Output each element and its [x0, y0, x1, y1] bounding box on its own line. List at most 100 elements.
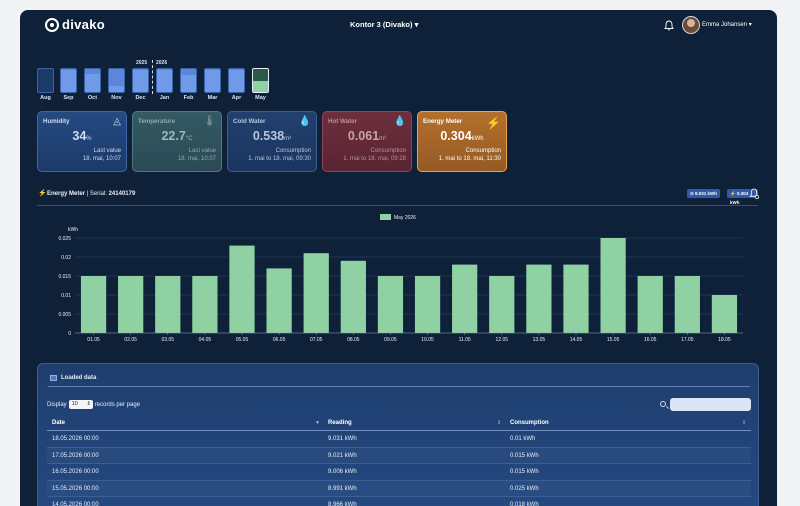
alert-settings-icon[interactable]: [749, 188, 759, 199]
table-cell: 0.025 kWh: [510, 485, 539, 492]
month-mar[interactable]: Mar: [204, 68, 223, 101]
month-oct[interactable]: Oct: [84, 68, 103, 101]
x-tick-label: 09.05: [384, 337, 397, 343]
card-title: Energy Meter: [423, 118, 463, 125]
water-drop-icon: 💧: [393, 116, 406, 127]
month-dec[interactable]: Dec: [132, 68, 151, 101]
data-table: Date ▼ Reading ⇕ Consumption ⇕ 18.05.202…: [47, 415, 751, 506]
table-cell: 0.018 kWh: [510, 502, 539, 506]
month-label: Jan: [159, 95, 170, 101]
column-consumption[interactable]: Consumption: [510, 420, 549, 426]
month-feb[interactable]: Feb: [180, 68, 199, 101]
table-row[interactable]: 14.05.2026 00:00 8.966 kWh 0.018 kWh: [47, 497, 751, 506]
humidity-card[interactable]: Humidity ◬ 34% Last value 18. mai, 10:07: [37, 111, 127, 172]
month-sep[interactable]: Sep: [60, 68, 79, 101]
temperature-card[interactable]: Temperature 🌡 22.7°C Last value 18. mai,…: [132, 111, 222, 172]
card-label: Consumption: [465, 148, 501, 154]
card-value-row: 34%: [43, 129, 121, 143]
page-size-select[interactable]: 10: [68, 400, 93, 409]
month-bar: [84, 68, 101, 93]
table-cell: 0.01 kWh: [510, 436, 536, 442]
sort-icon[interactable]: ⇕: [742, 420, 747, 426]
year-label-2025: 2025: [136, 60, 148, 66]
energy-meter-card[interactable]: Energy Meter ⚡ 0.304kWh Consumption 1. m…: [417, 111, 507, 172]
month-aug[interactable]: Aug: [37, 68, 56, 101]
card-value: 0.304: [440, 129, 472, 143]
thermometer-icon: 🌡: [203, 116, 216, 127]
table-row[interactable]: 18.05.2026 00:00 9.031 kWh 0.01 kWh: [47, 431, 751, 448]
card-value-row: 0.538m³: [233, 129, 311, 143]
card-value-row: 22.7°C: [138, 129, 216, 143]
month-bar: [204, 68, 221, 93]
bell-icon[interactable]: [664, 20, 674, 31]
month-label: Sep: [63, 95, 74, 101]
table-cell: 9.021 kWh: [328, 452, 357, 459]
x-tick-label: 06.05: [273, 337, 286, 343]
logo[interactable]: divako: [45, 17, 105, 32]
y-axis-label: kWh: [68, 227, 78, 233]
month-fill: [61, 70, 76, 92]
x-tick-label: 02.05: [124, 337, 137, 343]
cold-water-card[interactable]: Cold Water 💧 0.538m³ Consumption 1. mai …: [227, 111, 317, 172]
y-tick-label: 0.02: [61, 255, 71, 261]
search-input[interactable]: [670, 398, 751, 411]
bar: [192, 276, 218, 333]
month-label: Dec: [135, 95, 146, 101]
sort-desc-icon[interactable]: ▼: [315, 420, 320, 426]
table-cell: 14.05.2026 00:00: [52, 502, 99, 506]
bar: [414, 276, 441, 333]
column-date[interactable]: Date: [52, 420, 66, 426]
bar: [489, 276, 515, 333]
month-fill: [109, 86, 124, 92]
y-tick-label: 0.025: [58, 236, 71, 242]
hot-water-card[interactable]: Hot Water 💧 0.061m³ Consumption 1. mai t…: [322, 111, 412, 172]
table-cell: 9.031 kWh: [328, 436, 357, 442]
table-header: Date ▼ Reading ⇕ Consumption ⇕: [47, 415, 751, 431]
divider: [48, 386, 750, 387]
panel-header: Loaded data: [50, 375, 96, 381]
x-tick-label: 07.05: [310, 337, 323, 343]
app-window: divako Kontor 3 (Divako) ▾ Emma Johansen…: [20, 10, 777, 506]
table-row[interactable]: 16.05.2026 00:00 9.006 kWh 0.015 kWh: [47, 464, 751, 481]
table-cell: 0.015 kWh: [510, 452, 539, 459]
month-fill: [229, 70, 244, 92]
month-fill: [85, 73, 100, 92]
table-cell: 17.05.2026 00:00: [52, 452, 99, 459]
sort-icon[interactable]: ⇕: [497, 420, 502, 426]
bar: [711, 295, 738, 333]
table-row[interactable]: 17.05.2026 00:00 9.021 kWh 0.015 kWh: [47, 448, 751, 464]
x-tick-label: 15.05: [607, 337, 620, 343]
top-bar: divako Kontor 3 (Divako) ▾ Emma Johansen…: [20, 10, 777, 42]
avatar[interactable]: [682, 16, 700, 34]
column-reading[interactable]: Reading: [328, 420, 352, 426]
card-label: Consumption: [275, 148, 311, 154]
bar: [229, 245, 255, 333]
month-apr[interactable]: Apr: [228, 68, 247, 101]
location-selector[interactable]: Kontor 3 (Divako) ▾: [350, 20, 419, 29]
card-time: 18. mai, 10:07: [177, 156, 216, 162]
x-tick-label: 10.05: [421, 337, 434, 343]
month-fill: [181, 74, 196, 92]
card-unit: %: [86, 136, 92, 142]
display-suffix: records per page: [94, 401, 141, 408]
card-time: 1. mai to 18. mai, 09:28: [343, 156, 406, 162]
bar: [155, 276, 181, 333]
month-jan[interactable]: Jan: [156, 68, 175, 101]
table-row[interactable]: 15.05.2026 00:00 8.991 kWh 0.025 kWh: [47, 481, 751, 497]
meter-title: Energy Meter | Serial: 24140179: [47, 191, 135, 197]
consumption-chart: May 2026 kWh 0 0.005 0.01 0.015 0.02 0.025 01.05…: [20, 210, 777, 360]
table-cell: 0.015 kWh: [510, 469, 539, 475]
month-bar: [180, 68, 197, 93]
x-tick-label: 17.05: [681, 337, 694, 343]
month-may[interactable]: May: [252, 68, 271, 101]
x-tick-label: 11.05: [459, 337, 471, 343]
card-value: 34: [72, 129, 87, 143]
month-bar: [252, 68, 269, 93]
month-nov[interactable]: Nov: [108, 68, 127, 101]
month-fill: [133, 70, 148, 92]
x-tick-label: 01.05: [87, 337, 100, 343]
y-tick-label: 0: [68, 331, 71, 337]
x-tick-label: 14.05: [570, 337, 583, 343]
user-menu[interactable]: Emma Johansen ▾: [702, 22, 752, 28]
x-tick-label: 13.05: [533, 337, 546, 343]
